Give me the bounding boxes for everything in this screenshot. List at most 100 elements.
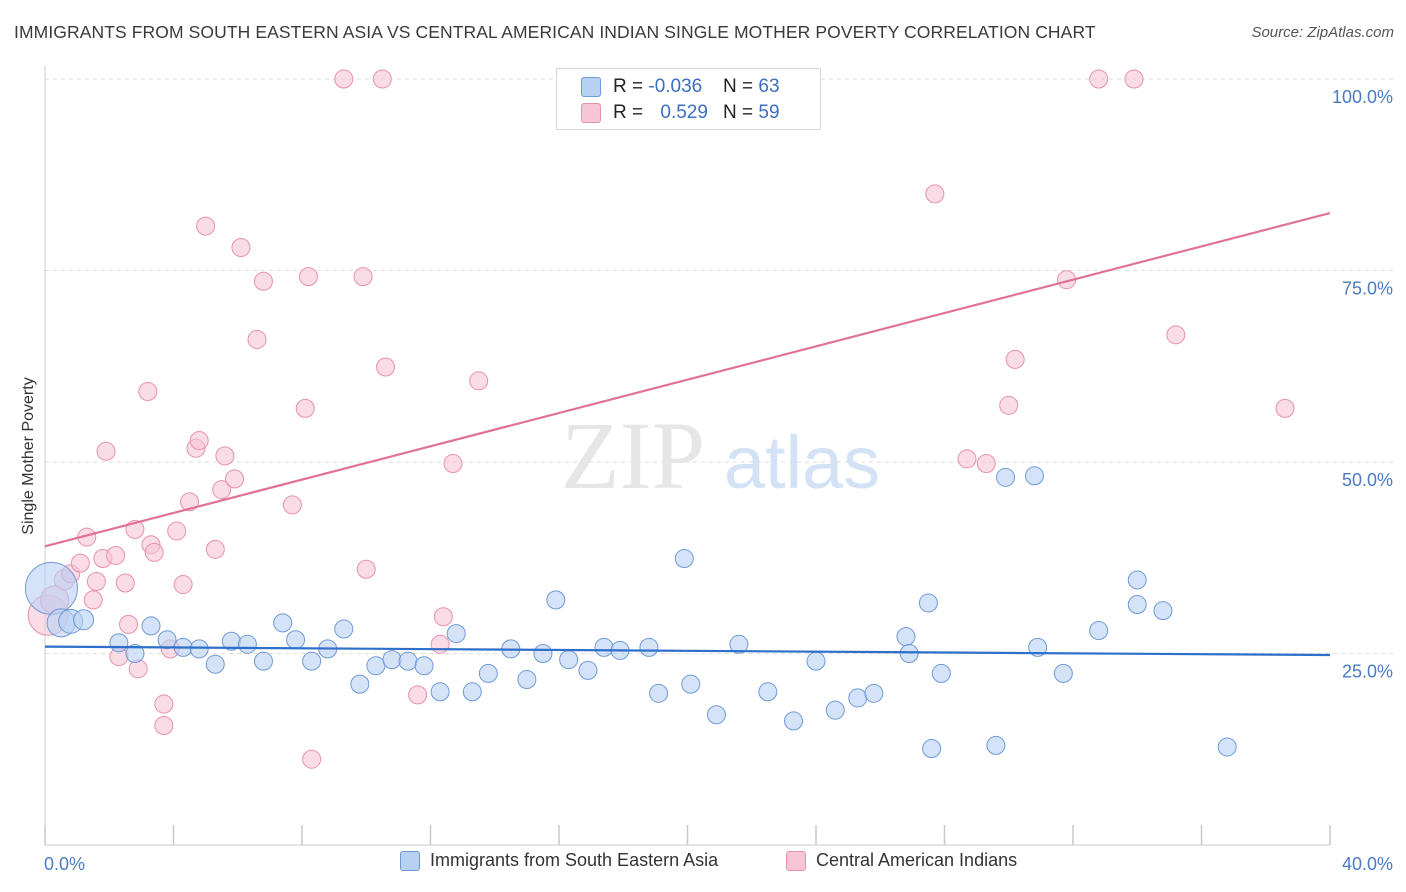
data-point [674,549,694,569]
data-point [302,651,322,671]
y-axis-label: Single Mother Poverty [20,377,37,534]
data-point [446,624,466,644]
gridlines [45,78,1393,654]
data-point [334,69,354,89]
n-label: N = [723,102,754,123]
data-point [478,663,498,683]
watermark: ZIP atlas [561,402,880,509]
data-point [141,616,161,636]
data-point [1024,466,1044,486]
x-tick-label: 40.0% [1342,854,1393,874]
stats-row-blue: R = -0.036 N = 63 [557,74,780,100]
data-point [546,590,566,610]
x-tick-label: 0.0% [44,854,85,874]
data-point [154,694,174,714]
data-point [376,357,396,377]
data-point [1089,69,1109,89]
data-point [282,495,302,515]
data-point [806,651,826,671]
data-point [83,590,103,610]
data-point [931,663,951,683]
data-point [286,630,306,650]
data-point [398,651,418,671]
data-point [899,644,919,663]
pink-swatch [581,103,601,123]
r-label: R = [613,102,649,123]
data-point [922,738,942,758]
data-point [999,395,1019,415]
data-point [976,454,996,474]
data-point [189,639,209,659]
data-point [295,398,315,418]
data-point [896,627,916,647]
data-point [138,382,158,402]
data-point [1127,570,1147,590]
data-point [469,371,489,391]
data-point [86,571,106,591]
data-point [350,674,370,694]
trend-lines [44,211,1331,657]
stats-row-pink: R = 0.529 N = 59 [557,100,780,126]
data-point [196,216,216,236]
data-point [231,238,251,258]
data-point [559,650,579,670]
data-point [353,267,373,287]
data-point [729,634,749,654]
data-point [825,700,845,720]
y-tick-label: 25.0% [1342,662,1393,682]
data-point [253,651,273,671]
data-point [1028,637,1048,657]
data-point [462,682,482,702]
data-point [957,449,977,469]
data-point [430,682,450,702]
watermark-atlas: atlas [724,421,880,504]
n-label: N = [723,76,754,97]
data-point [298,267,318,287]
data-point [167,521,187,541]
data-point [366,656,386,676]
data-point [1275,398,1295,418]
legend-item-blue[interactable]: Immigrants from South Eastern Asia [400,850,718,871]
data-point [173,575,193,595]
blue-swatch [581,77,601,97]
data-point [144,542,164,562]
data-point [382,650,402,670]
legend-label-pink: Central American Indians [816,850,1018,870]
data-point [70,553,90,573]
series-immigrants-south-eastern-asia [24,466,1237,758]
data-point [205,654,225,674]
data-point [96,441,116,461]
data-point [215,446,235,466]
r-value: 0.529 [660,102,708,123]
trend-line-pink [44,211,1331,548]
data-point [302,749,322,769]
data-point [784,711,804,731]
r-label: R = [613,76,649,97]
data-point [918,593,938,613]
watermark-zip: ZIP [561,402,705,509]
y-tick-label: 50.0% [1342,470,1393,490]
data-point [205,539,225,559]
legend-item-pink[interactable]: Central American Indians [786,850,1017,871]
chart-title: IMMIGRANTS FROM SOUTH EASTERN ASIA VS CE… [14,22,1096,42]
data-point [848,688,868,708]
data-point [273,613,293,633]
series-legend: Immigrants from South Eastern Asia Centr… [0,850,1406,880]
legend-swatch-blue [400,850,420,871]
data-point [408,685,428,705]
r-value: -0.036 [648,76,703,97]
data-point [180,492,200,512]
data-point [225,469,245,489]
stats-legend: R = -0.036 N = 63 R = 0.529 N = 59 [556,68,821,130]
data-point [1124,69,1144,89]
data-point [1153,601,1173,621]
data-point [24,561,78,615]
data-point [154,716,174,736]
data-point [356,559,376,579]
source-credit: Source: ZipAtlas.com [1251,24,1394,41]
data-point [433,607,453,627]
data-point [253,271,273,291]
legend-swatch-pink [786,850,806,871]
legend-label-blue: Immigrants from South Eastern Asia [430,850,719,870]
data-point [115,573,135,593]
